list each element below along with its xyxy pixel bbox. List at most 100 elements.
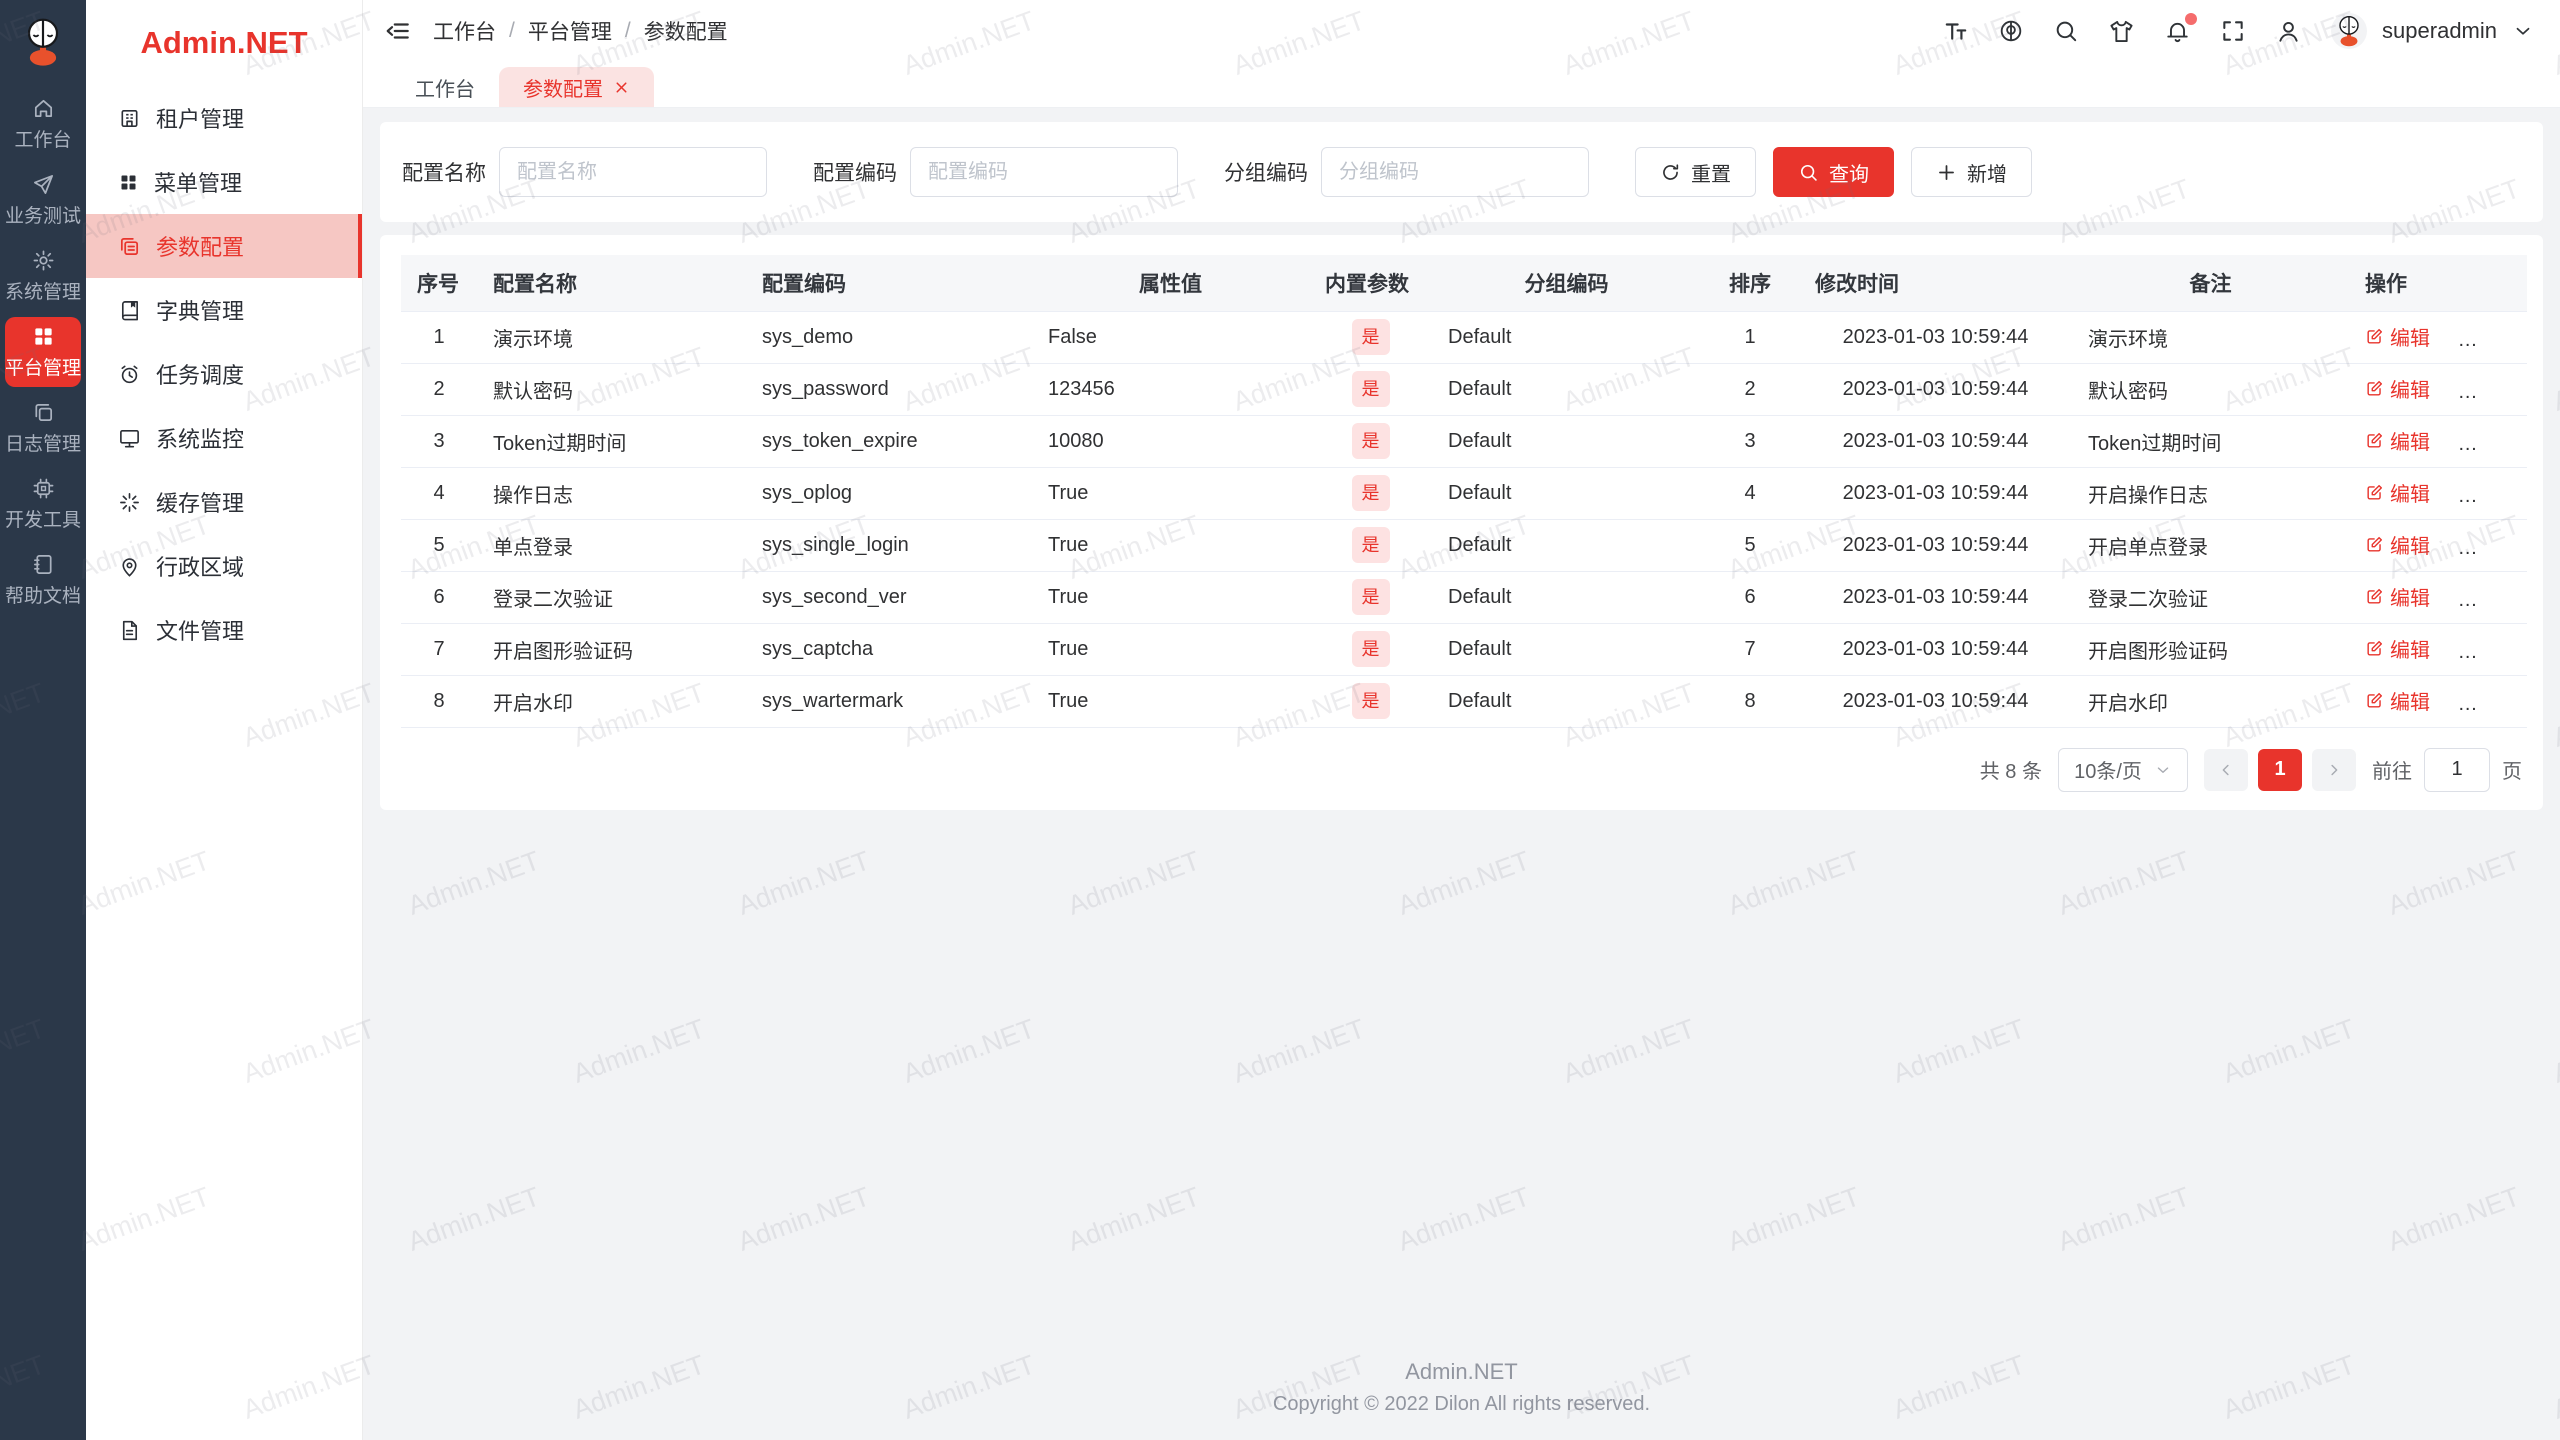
filter-field-group: 分组编码 bbox=[1224, 147, 1589, 197]
prev-page-button[interactable] bbox=[2204, 748, 2248, 791]
sidebar-item-config[interactable]: 参数配置 bbox=[86, 214, 362, 278]
rail-item-platform-management[interactable]: 平台管理 bbox=[5, 317, 81, 387]
cell-modified-time: 2023-01-03 10:59:44 bbox=[1799, 363, 2072, 416]
refresh-icon bbox=[1660, 162, 1681, 183]
sidebar-item-task-schedule[interactable]: 任务调度 bbox=[86, 342, 362, 406]
page-footer: Admin.NET Copyright © 2022 Dilon All rig… bbox=[380, 1345, 2543, 1440]
theme-button[interactable] bbox=[2108, 18, 2135, 45]
edit-icon bbox=[2365, 639, 2384, 658]
avatar[interactable] bbox=[2331, 13, 2368, 49]
delete-button[interactable]: 删除 bbox=[2458, 426, 2523, 455]
delete-button[interactable]: 删除 bbox=[2458, 374, 2523, 403]
config-name-input[interactable] bbox=[499, 147, 767, 197]
rail-item-system-management[interactable]: 系统管理 bbox=[5, 241, 81, 311]
tab-config[interactable]: 参数配置 bbox=[499, 67, 654, 107]
profile-button[interactable] bbox=[2275, 18, 2302, 45]
trash-icon bbox=[2458, 327, 2477, 346]
sidebar-item-menu[interactable]: 菜单管理 bbox=[86, 150, 362, 214]
fullscreen-button[interactable] bbox=[2220, 18, 2246, 44]
edit-button[interactable]: 编辑 bbox=[2365, 478, 2430, 507]
search-submit-button[interactable]: 查询 bbox=[1773, 147, 1894, 197]
avatar-image bbox=[2331, 13, 2367, 49]
tab-close-icon[interactable] bbox=[613, 79, 630, 96]
rail-item-dev-tools[interactable]: 开发工具 bbox=[5, 469, 81, 539]
rail-item-workbench[interactable]: 工作台 bbox=[5, 89, 81, 159]
cell-actions: 编辑 删除 bbox=[2349, 363, 2527, 416]
delete-button[interactable]: 删除 bbox=[2458, 686, 2523, 715]
cell-seq: 1 bbox=[401, 311, 477, 364]
cell-group-code: Default bbox=[1432, 675, 1701, 728]
edit-button[interactable]: 编辑 bbox=[2365, 634, 2430, 663]
app-logo-icon bbox=[15, 14, 71, 70]
breadcrumb-item[interactable]: 平台管理 bbox=[527, 21, 612, 44]
rail-item-business-test[interactable]: 业务测试 bbox=[5, 165, 81, 235]
delete-button[interactable]: 删除 bbox=[2458, 478, 2523, 507]
user-menu-toggle[interactable] bbox=[2512, 20, 2534, 42]
sidebar-item-file[interactable]: 文件管理 bbox=[86, 598, 362, 662]
sidebar-item-dictionary[interactable]: 字典管理 bbox=[86, 278, 362, 342]
chip-icon bbox=[32, 477, 55, 500]
language-icon bbox=[1998, 18, 2024, 44]
delete-button[interactable]: 删除 bbox=[2458, 530, 2523, 559]
breadcrumb-item[interactable]: 参数配置 bbox=[643, 21, 728, 44]
home-icon bbox=[32, 97, 55, 120]
sidebar-item-region[interactable]: 行政区域 bbox=[86, 534, 362, 598]
collapse-sidebar-button[interactable] bbox=[385, 18, 411, 44]
sidebar-item-tenant[interactable]: 租户管理 bbox=[86, 86, 362, 150]
add-button[interactable]: 新增 bbox=[1911, 147, 2032, 197]
cell-config-name: 登录二次验证 bbox=[477, 571, 746, 624]
reset-button[interactable]: 重置 bbox=[1635, 147, 1756, 197]
rail-item-help-docs[interactable]: 帮助文档 bbox=[5, 545, 81, 615]
group-code-input[interactable] bbox=[1321, 147, 1589, 197]
rail-item-log-management[interactable]: 日志管理 bbox=[5, 393, 81, 463]
sidebar-item-cache[interactable]: 缓存管理 bbox=[86, 470, 362, 534]
built-in-badge: 是 bbox=[1351, 527, 1390, 563]
search-icon bbox=[2053, 18, 2079, 44]
brand-logo-text: Admin.NET bbox=[140, 25, 308, 60]
edit-button[interactable]: 编辑 bbox=[2365, 374, 2430, 403]
cell-sort: 8 bbox=[1701, 675, 1799, 728]
username[interactable]: superadmin bbox=[2382, 18, 2497, 43]
column-header: 分组编码 bbox=[1432, 255, 1701, 312]
delete-button[interactable]: 删除 bbox=[2458, 322, 2523, 351]
delete-button[interactable]: 删除 bbox=[2458, 582, 2523, 611]
table-row: 2 默认密码 sys_password 123456 是 Default 2 2… bbox=[401, 363, 2527, 416]
cell-config-name: 操作日志 bbox=[477, 467, 746, 520]
edit-button[interactable]: 编辑 bbox=[2365, 530, 2430, 559]
cell-config-name: 演示环境 bbox=[477, 311, 746, 364]
cell-config-code: sys_demo bbox=[746, 311, 1032, 364]
config-code-input[interactable] bbox=[910, 147, 1178, 197]
next-page-button[interactable] bbox=[2312, 748, 2356, 791]
language-button[interactable] bbox=[1998, 18, 2024, 44]
notification-badge bbox=[2185, 12, 2198, 25]
cell-remark: 默认密码 bbox=[2072, 363, 2349, 416]
delete-button[interactable]: 删除 bbox=[2458, 634, 2523, 663]
menu-grid-icon bbox=[118, 172, 139, 193]
breadcrumb-item[interactable]: 工作台 bbox=[433, 21, 496, 44]
edit-button[interactable]: 编辑 bbox=[2365, 686, 2430, 715]
app-rail: 工作台 业务测试 系统管理 平台管理 日志管理 开发工具 帮助文档 bbox=[0, 0, 86, 1440]
main-area: 工作台 / 平台管理 / 参数配置 superadmin 工作台 参数配置 bbox=[363, 0, 2560, 1440]
search-button[interactable] bbox=[2053, 18, 2079, 44]
cell-group-code: Default bbox=[1432, 311, 1701, 364]
cell-sort: 4 bbox=[1701, 467, 1799, 520]
font-size-button[interactable] bbox=[1943, 18, 1969, 44]
edit-button[interactable]: 编辑 bbox=[2365, 582, 2430, 611]
cell-remark: 开启图形验证码 bbox=[2072, 623, 2349, 676]
cell-built-in: 是 bbox=[1309, 571, 1432, 624]
page-number-button[interactable]: 1 bbox=[2258, 748, 2302, 791]
cell-group-code: Default bbox=[1432, 623, 1701, 676]
table-row: 6 登录二次验证 sys_second_ver True 是 Default 6… bbox=[401, 571, 2527, 624]
edit-button[interactable]: 编辑 bbox=[2365, 322, 2430, 351]
edit-icon bbox=[2365, 327, 2384, 346]
tab-workbench[interactable]: 工作台 bbox=[415, 78, 475, 101]
page-size-select[interactable]: 10条/页 bbox=[2058, 747, 2188, 792]
alarm-icon bbox=[118, 363, 141, 386]
cell-config-code: sys_second_ver bbox=[746, 571, 1032, 624]
config-icon bbox=[118, 235, 141, 258]
sidebar-item-system-monitor[interactable]: 系统监控 bbox=[86, 406, 362, 470]
notification-button[interactable] bbox=[2164, 12, 2198, 45]
goto-page-input[interactable] bbox=[2424, 747, 2490, 792]
edit-button[interactable]: 编辑 bbox=[2365, 426, 2430, 455]
cell-group-code: Default bbox=[1432, 415, 1701, 468]
